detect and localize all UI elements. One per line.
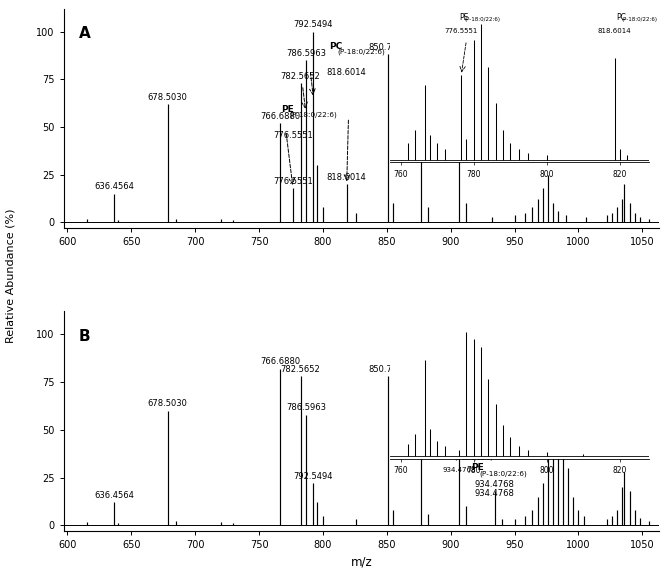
- Text: 792.5494: 792.5494: [294, 20, 333, 29]
- Text: 876.7966: 876.7966: [401, 82, 441, 90]
- Text: (P-18:0/22:6): (P-18:0/22:6): [533, 418, 581, 425]
- Text: 934.4768: 934.4768: [443, 467, 476, 474]
- Text: 934.4768: 934.4768: [475, 489, 514, 498]
- Text: PE: PE: [471, 463, 484, 472]
- Text: 766.6880: 766.6880: [260, 358, 300, 366]
- Text: 776.5551: 776.5551: [273, 177, 313, 186]
- Text: PC: PC: [524, 411, 538, 420]
- Text: 976.5235: 976.5235: [529, 433, 569, 443]
- Text: 786.5963: 786.5963: [286, 404, 326, 412]
- Text: PE: PE: [442, 450, 453, 459]
- Text: 782.5652: 782.5652: [281, 72, 320, 81]
- Text: 876.7966: 876.7966: [401, 390, 441, 399]
- Text: 636.4564: 636.4564: [94, 491, 134, 500]
- Text: (P-18:0/22:6): (P-18:0/22:6): [289, 112, 337, 118]
- Text: 976.5235: 976.5235: [482, 448, 515, 453]
- Text: (P-18:0/22:6): (P-18:0/22:6): [338, 49, 385, 55]
- Text: Relative Abundance (%): Relative Abundance (%): [5, 208, 15, 343]
- Text: PE: PE: [281, 104, 294, 114]
- Text: 678.5030: 678.5030: [148, 93, 187, 102]
- Text: 678.5030: 678.5030: [148, 400, 187, 409]
- Text: 906.8432: 906.8432: [440, 43, 479, 52]
- X-axis label: m/z: m/z: [351, 556, 372, 568]
- Text: 818.6014: 818.6014: [327, 68, 367, 77]
- Text: 766.6880: 766.6880: [260, 112, 300, 121]
- Text: (P-18:0/22:6): (P-18:0/22:6): [480, 470, 527, 476]
- Text: PC: PC: [329, 41, 343, 51]
- Text: 636.4564: 636.4564: [94, 183, 134, 192]
- Text: 906.8432: 906.8432: [440, 323, 479, 332]
- Text: (P-18:0/22:6): (P-18:0/22:6): [488, 437, 527, 441]
- Text: 850.7812: 850.7812: [368, 43, 407, 52]
- Text: 792.5494: 792.5494: [294, 472, 333, 481]
- Text: 818.6014: 818.6014: [327, 173, 367, 182]
- Text: 976.5235: 976.5235: [529, 390, 569, 399]
- Text: (P-18:0/22:6): (P-18:0/22:6): [455, 456, 493, 461]
- Text: 786.5963: 786.5963: [286, 49, 326, 58]
- Text: 776.5551: 776.5551: [273, 131, 313, 139]
- Text: 934.4768: 934.4768: [475, 480, 514, 488]
- Text: B: B: [78, 329, 90, 344]
- Text: 850.7812: 850.7812: [368, 365, 407, 374]
- Text: PC: PC: [474, 430, 486, 439]
- Text: A: A: [78, 26, 90, 41]
- Text: 782.5652: 782.5652: [281, 365, 320, 374]
